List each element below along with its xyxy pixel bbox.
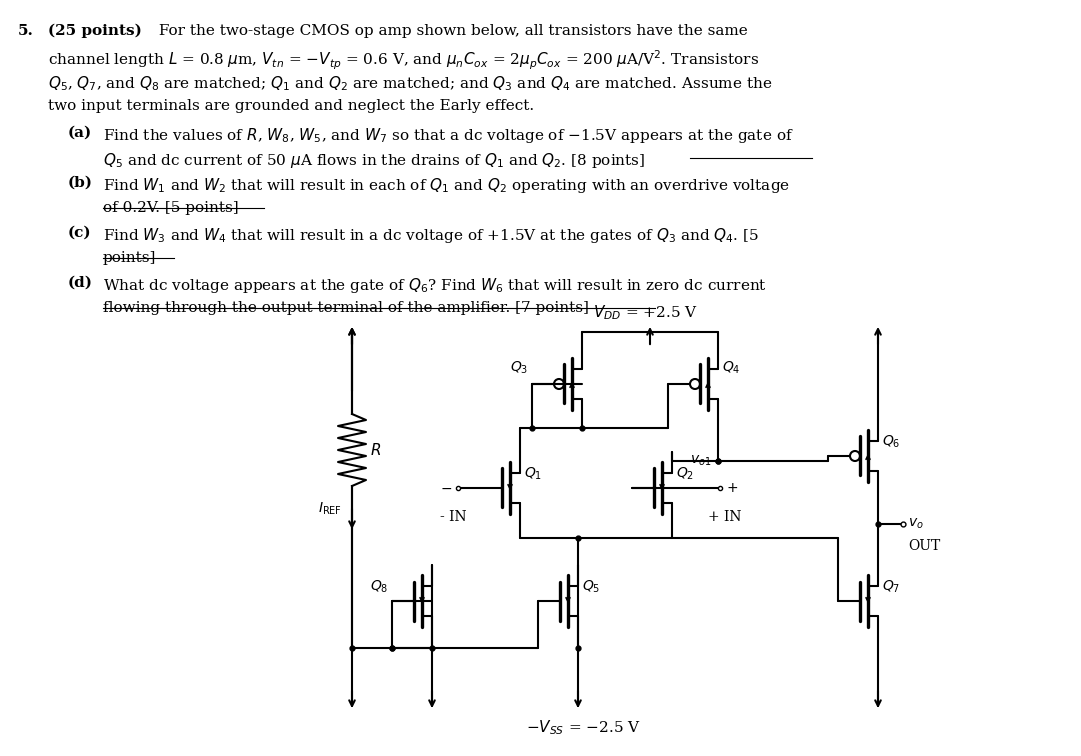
Text: $-V_{SS}$ = $-$2.5 V: $-V_{SS}$ = $-$2.5 V	[525, 718, 640, 736]
Text: points]: points]	[103, 251, 157, 265]
Text: (c): (c)	[68, 226, 92, 240]
Text: $Q_4$: $Q_4$	[722, 360, 740, 376]
Text: Find $W_1$ and $W_2$ that will result in each of $Q_1$ and $Q_2$ operating with : Find $W_1$ and $W_2$ that will result in…	[103, 176, 790, 195]
Text: $Q_5$, $Q_7$, and $Q_8$ are matched; $Q_1$ and $Q_2$ are matched; and $Q_3$ and : $Q_5$, $Q_7$, and $Q_8$ are matched; $Q_…	[48, 74, 772, 93]
Text: $Q_5$ and dc current of 50 $\mu$A flows in the drains of $Q_1$ and $Q_2$. [8 poi: $Q_5$ and dc current of 50 $\mu$A flows …	[103, 151, 645, 170]
Text: $Q_5$: $Q_5$	[582, 578, 600, 595]
Text: $v_{o1}$: $v_{o1}$	[690, 454, 711, 468]
Text: $Q_1$: $Q_1$	[524, 466, 543, 482]
Text: two input terminals are grounded and neglect the Early effect.: two input terminals are grounded and neg…	[48, 99, 534, 113]
Text: Find $W_3$ and $W_4$ that will result in a dc voltage of +1.5V at the gates of $: Find $W_3$ and $W_4$ that will result in…	[103, 226, 759, 245]
Text: - IN: - IN	[440, 510, 466, 524]
Text: $R$: $R$	[370, 442, 382, 458]
Text: $Q_7$: $Q_7$	[882, 578, 900, 595]
Text: $Q_3$: $Q_3$	[510, 360, 528, 376]
Text: OUT: OUT	[908, 539, 940, 553]
Text: Find the values of $R$, $W_8$, $W_5$, and $W_7$ so that a dc voltage of $-$1.5V : Find the values of $R$, $W_8$, $W_5$, an…	[103, 126, 793, 145]
Text: 5.: 5.	[18, 24, 34, 38]
Text: $-$: $-$	[440, 481, 452, 495]
Text: $+$: $+$	[726, 481, 738, 495]
Text: $Q_8$: $Q_8$	[370, 578, 388, 595]
Text: $Q_6$: $Q_6$	[882, 434, 900, 450]
Text: (d): (d)	[68, 276, 93, 290]
Text: $v_o$: $v_o$	[908, 517, 924, 531]
Text: $I_{\mathrm{REF}}$: $I_{\mathrm{REF}}$	[318, 500, 342, 517]
Text: (b): (b)	[68, 176, 93, 190]
Text: (25 points): (25 points)	[48, 24, 142, 39]
Text: For the two-stage CMOS op amp shown below, all transistors have the same: For the two-stage CMOS op amp shown belo…	[154, 24, 748, 38]
Text: What dc voltage appears at the gate of $Q_6$? Find $W_6$ that will result in zer: What dc voltage appears at the gate of $…	[103, 276, 766, 295]
Text: of 0.2V. [5 points]: of 0.2V. [5 points]	[103, 201, 239, 215]
Text: (a): (a)	[68, 126, 92, 140]
Text: $V_{DD}$ = +2.5 V: $V_{DD}$ = +2.5 V	[592, 303, 697, 322]
Text: + IN: + IN	[708, 510, 742, 524]
Text: channel length $L$ = 0.8 $\mu$m, $V_{tn}$ = $-V_{tp}$ = 0.6 V, and $\mu_n C_{ox}: channel length $L$ = 0.8 $\mu$m, $V_{tn}…	[48, 49, 759, 73]
Text: $Q_2$: $Q_2$	[676, 466, 694, 482]
Text: flowing through the output terminal of the amplifier. [7 points]: flowing through the output terminal of t…	[103, 301, 589, 315]
